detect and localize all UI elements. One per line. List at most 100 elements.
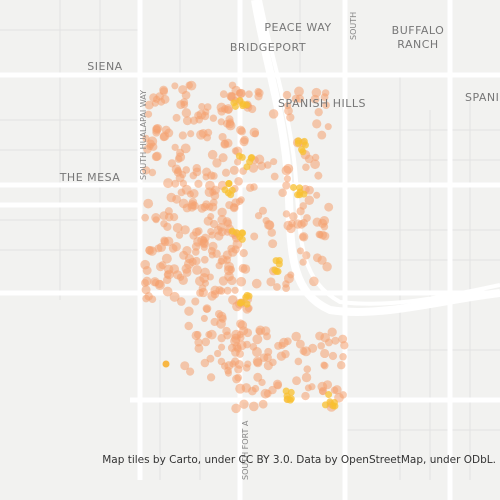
heat-dot	[160, 94, 170, 104]
heat-dot	[239, 248, 248, 258]
heat-dot	[292, 376, 301, 386]
heat-dot	[294, 86, 304, 97]
heat-dot	[182, 246, 192, 256]
heat-dot	[278, 188, 287, 197]
heat-dot	[276, 351, 287, 361]
heat-dot	[254, 154, 265, 165]
heat-dot	[239, 399, 249, 409]
heat-dot	[314, 107, 323, 117]
heat-dot	[283, 273, 294, 284]
heat-dot	[338, 334, 348, 344]
heat-dot	[191, 297, 200, 306]
heat-dot	[154, 280, 165, 291]
heat-dot	[178, 131, 187, 140]
heat-dot	[290, 183, 298, 191]
heat-dot	[181, 108, 192, 118]
heat-dot	[304, 195, 315, 205]
heat-dot	[192, 256, 201, 266]
heat-dot	[325, 391, 333, 399]
place-label: BUFFALO	[392, 24, 445, 37]
heat-dot	[255, 327, 263, 335]
heat-dot	[217, 207, 227, 217]
heat-dot	[217, 287, 226, 295]
heat-dot	[308, 383, 316, 391]
heat-dot	[238, 229, 246, 237]
heat-dot	[260, 326, 271, 336]
heat-dot	[228, 227, 236, 235]
heat-dot	[144, 100, 154, 110]
heat-dot	[237, 127, 247, 136]
street-label: SOUTH FORT A	[241, 420, 250, 480]
heat-dot	[243, 300, 251, 308]
heat-dot	[331, 336, 340, 345]
heat-dot	[203, 133, 212, 142]
heat-dot	[218, 276, 229, 286]
heat-dot	[185, 81, 193, 89]
heat-dot	[330, 386, 339, 394]
heat-dot	[198, 102, 206, 111]
heat-dot	[161, 253, 172, 264]
heat-dot	[176, 297, 186, 306]
heat-dot	[227, 92, 237, 102]
place-label: BRIDGEPORT	[230, 41, 306, 54]
heat-dot	[218, 132, 227, 142]
heat-dot	[182, 116, 192, 126]
heat-dot	[249, 127, 260, 138]
heat-dot	[184, 306, 194, 316]
street-label: SOUTH	[349, 12, 358, 40]
heat-dot	[284, 106, 293, 116]
heat-dot	[191, 242, 201, 251]
heat-dot	[145, 246, 154, 255]
heat-dot	[221, 105, 229, 113]
heat-dot	[251, 384, 260, 393]
heat-dot	[289, 212, 298, 221]
heat-dot	[324, 123, 332, 131]
heat-dot	[162, 360, 170, 368]
heat-dot	[192, 265, 202, 275]
heat-dot	[319, 216, 330, 226]
heat-dot	[208, 241, 218, 251]
heat-dot	[239, 102, 247, 110]
heat-dot	[189, 231, 198, 240]
heat-dot	[200, 255, 209, 264]
heat-dot	[328, 351, 338, 361]
heat-dot	[299, 148, 307, 156]
heat-dot	[302, 251, 311, 260]
heat-dot	[283, 163, 294, 174]
heat-dot	[272, 257, 280, 265]
heat-dot	[295, 94, 304, 103]
heat-dot	[316, 231, 324, 239]
heat-dot	[282, 284, 290, 293]
heat-dot	[234, 158, 242, 166]
heat-dot	[210, 290, 220, 299]
heat-dot	[282, 210, 291, 218]
heat-dot	[321, 89, 330, 97]
heat-dot	[279, 337, 289, 348]
heat-dot	[248, 401, 259, 412]
heat-dot	[236, 88, 246, 98]
heat-dot	[186, 190, 194, 198]
heat-dot	[269, 358, 277, 367]
heat-dot	[286, 223, 296, 234]
heat-dot	[236, 299, 244, 307]
heat-dot	[301, 372, 312, 383]
heat-dot	[152, 128, 161, 137]
heat-dot	[253, 372, 263, 382]
heat-dot	[141, 285, 151, 295]
heat-dot	[174, 155, 183, 163]
place-label: PEACE WAY	[264, 21, 331, 34]
heat-dot	[287, 395, 295, 403]
heat-dot	[207, 171, 216, 180]
heat-dot	[249, 343, 258, 351]
heat-dot	[253, 358, 263, 368]
heat-dot	[320, 361, 328, 369]
heat-dot	[301, 391, 310, 401]
place-label: THE MESA	[59, 171, 121, 184]
heat-dot	[298, 232, 309, 242]
heat-dot	[201, 337, 211, 347]
heat-dot	[220, 139, 230, 149]
heat-dot	[175, 231, 184, 239]
heat-dot	[227, 191, 235, 199]
heat-dot	[227, 265, 236, 274]
